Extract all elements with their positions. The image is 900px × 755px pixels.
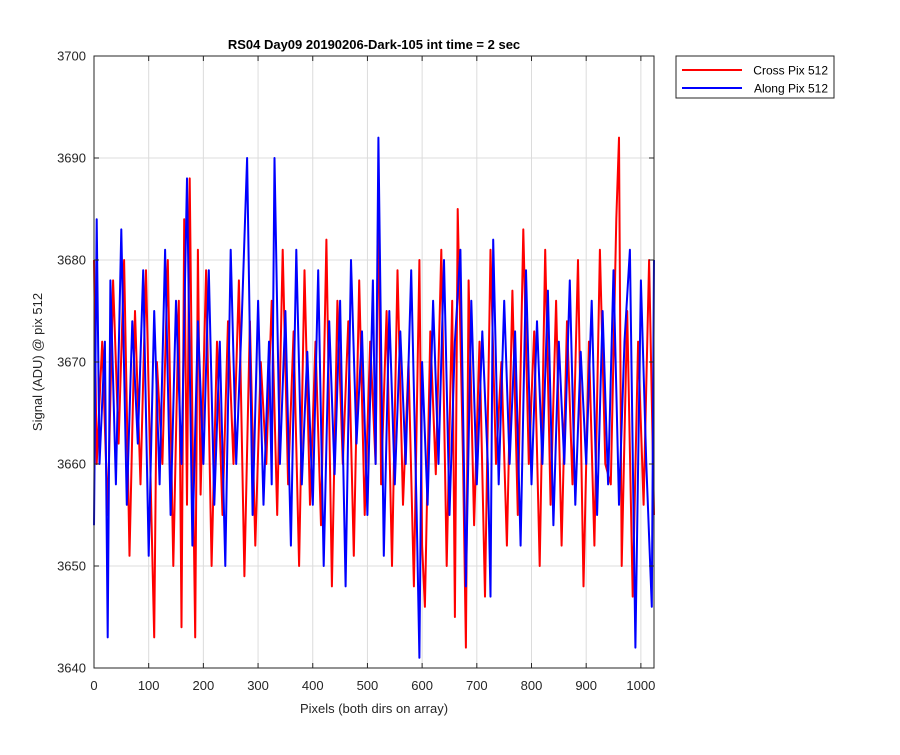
x-tick-label: 100 [138, 678, 160, 693]
y-tick-label: 3650 [57, 559, 86, 574]
y-tick-label: 3670 [57, 355, 86, 370]
x-tick-label: 300 [247, 678, 269, 693]
series-lines [93, 136, 655, 659]
x-tick-label: 700 [466, 678, 488, 693]
legend-label-along: Along Pix 512 [754, 82, 828, 96]
series-line-along-pix-512 [93, 136, 655, 659]
y-tick-label: 3690 [57, 151, 86, 166]
legend-box [675, 55, 835, 99]
grid [94, 56, 654, 668]
x-tick-label: 1000 [626, 678, 655, 693]
x-axis-label: Pixels (both dirs on array) [300, 701, 448, 716]
x-tick-labels: 0 100 200 300 400 500 600 700 800 900 1000 [90, 678, 655, 693]
x-tick-label: 500 [357, 678, 379, 693]
legend: Cross Pix 512 Along Pix 512 [675, 55, 835, 99]
y-axis-label: Signal (ADU) @ pix 512 [30, 293, 45, 431]
y-tick-label: 3640 [57, 661, 86, 676]
legend-label-cross: Cross Pix 512 [753, 64, 828, 78]
x-tick-label: 0 [90, 678, 97, 693]
x-tick-label: 400 [302, 678, 324, 693]
chart-title: RS04 Day09 20190206-Dark-105 int time = … [228, 37, 520, 52]
y-tick-label: 3680 [57, 253, 86, 268]
axis-ticks [93, 55, 654, 669]
series-line-cross-pix-512 [93, 136, 655, 649]
x-tick-label: 800 [521, 678, 543, 693]
y-tick-labels: 3640 3650 3660 3670 3680 3690 3700 [57, 49, 86, 676]
y-tick-label: 3660 [57, 457, 86, 472]
x-tick-label: 600 [411, 678, 433, 693]
x-tick-label: 900 [575, 678, 597, 693]
y-tick-label: 3700 [57, 49, 86, 64]
x-tick-label: 200 [193, 678, 215, 693]
